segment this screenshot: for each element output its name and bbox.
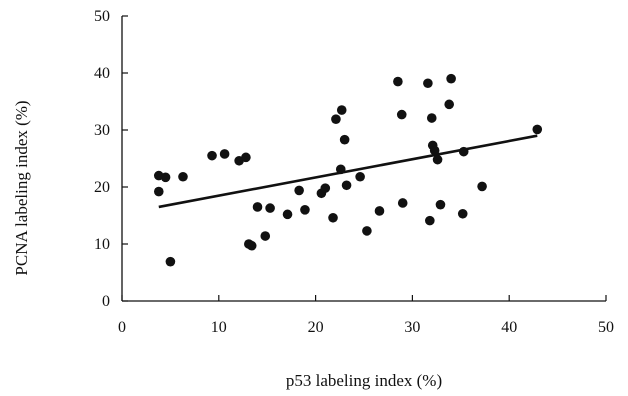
- data-point: [328, 212, 338, 223]
- x-tick-label: 10: [211, 319, 227, 336]
- data-point: [446, 73, 456, 84]
- chart-ticks: 0 10 20 30 40 50 0 10 20 30 40 50: [94, 8, 614, 336]
- data-point: [165, 256, 176, 267]
- data-points: [153, 73, 543, 267]
- data-point: [282, 209, 293, 220]
- data-point: [320, 183, 331, 193]
- x-tick-label: 50: [598, 319, 614, 336]
- y-tick-label: 10: [94, 236, 110, 253]
- data-point: [423, 78, 433, 89]
- data-point: [335, 164, 346, 175]
- data-point: [425, 215, 435, 226]
- data-point: [331, 114, 341, 124]
- data-point: [429, 145, 440, 156]
- data-point: [532, 124, 543, 135]
- data-point: [397, 198, 408, 208]
- data-point: [396, 109, 407, 120]
- data-point: [260, 231, 271, 241]
- data-point: [477, 181, 487, 192]
- data-point: [457, 208, 468, 219]
- data-point: [362, 226, 372, 236]
- x-tick-label: 30: [404, 319, 420, 336]
- data-point: [339, 134, 350, 145]
- data-point: [178, 171, 188, 182]
- data-point: [207, 150, 217, 161]
- x-tick-label: 0: [118, 319, 126, 336]
- y-tick-label: 0: [102, 293, 110, 310]
- data-point: [444, 99, 454, 110]
- y-axis-title: PCNA labeling index (%): [12, 100, 31, 275]
- chart-axes: [121, 16, 606, 302]
- x-axis-title: p53 labeling index (%): [286, 371, 442, 390]
- data-point: [160, 172, 171, 183]
- trendline: [158, 134, 538, 209]
- y-tick-label: 20: [94, 179, 110, 196]
- data-point: [355, 171, 365, 182]
- data-point: [294, 185, 304, 196]
- x-tick-label: 20: [308, 319, 324, 336]
- data-point: [246, 240, 257, 251]
- data-point: [393, 76, 403, 87]
- data-point: [300, 205, 310, 215]
- y-tick-label: 50: [94, 8, 110, 25]
- data-point: [341, 180, 352, 191]
- data-point: [374, 206, 385, 216]
- y-tick-label: 40: [94, 65, 110, 82]
- data-point: [426, 113, 437, 123]
- data-point: [458, 146, 469, 157]
- trendline-layer: [158, 134, 538, 209]
- data-point: [241, 152, 251, 163]
- data-point: [153, 186, 164, 197]
- data-point: [435, 199, 446, 210]
- data-point: [432, 154, 443, 165]
- data-point: [265, 203, 275, 213]
- data-point: [219, 149, 230, 159]
- y-tick-label: 30: [94, 122, 110, 139]
- data-point: [336, 105, 347, 115]
- data-point: [252, 202, 263, 212]
- x-tick-label: 40: [501, 319, 517, 336]
